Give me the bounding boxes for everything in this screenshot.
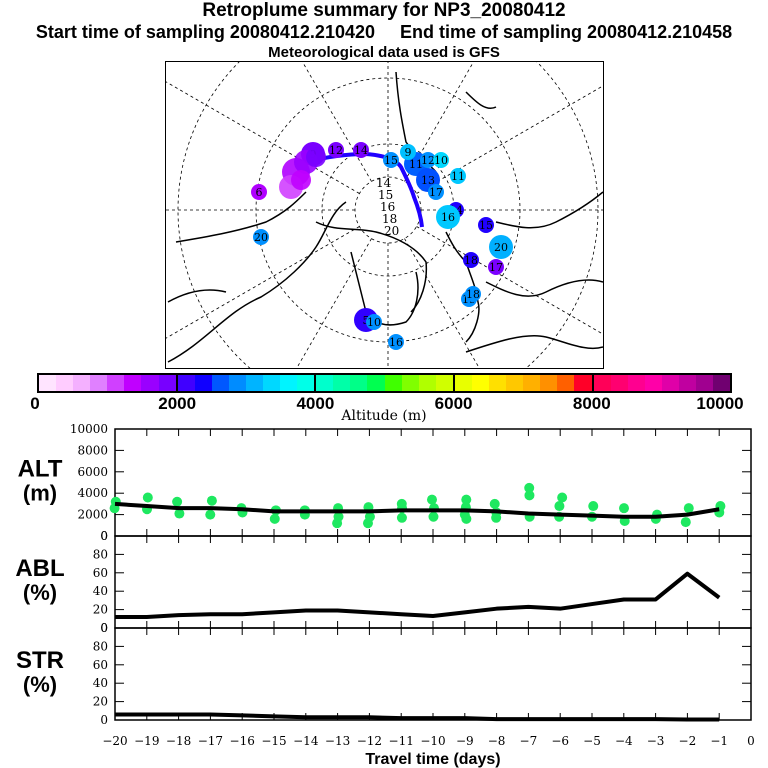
x-axis-label: Travel time (days) xyxy=(365,751,500,768)
x-tick-label: −6 xyxy=(551,734,569,748)
panel-abl: 0 20 40 60 80 0 ABL(%) xyxy=(15,529,751,635)
y-tick-label: 4000 xyxy=(77,486,108,500)
y-tick-label: 6000 xyxy=(77,465,108,479)
x-tick-label: −4 xyxy=(615,734,633,748)
x-tick-label: −12 xyxy=(357,734,382,748)
x-tick-label: −11 xyxy=(389,734,414,748)
time-series-charts: 0 2000 4000 6000 8000 10000 ALT(m) 0 20 40 60 80 0 AB… xyxy=(0,0,768,768)
scatter-point xyxy=(363,518,373,528)
scatter-point xyxy=(588,501,598,511)
scatter-point xyxy=(490,499,500,509)
scatter-point xyxy=(428,512,438,522)
scatter-point xyxy=(205,510,215,520)
y-axis-unit: (%) xyxy=(23,580,57,605)
scatter-point xyxy=(684,503,694,513)
panel-str: 0204060800STR(%)−20 −19 −18 −17 −16 −15 −14 −13… xyxy=(16,621,755,768)
x-tick-label: −19 xyxy=(134,734,159,748)
series-line xyxy=(115,714,719,719)
scatter-point xyxy=(554,501,564,511)
y-tick-label: 20 xyxy=(93,603,108,617)
x-tick-label: −20 xyxy=(102,734,127,748)
y-tick-label: 60 xyxy=(93,566,108,580)
series-line xyxy=(115,574,719,617)
panel-alt: 0 2000 4000 6000 8000 10000 ALT(m) xyxy=(18,422,751,543)
y-tick-label: 20 xyxy=(93,695,108,709)
y-axis-unit: (%) xyxy=(23,672,57,697)
y-tick-label: 40 xyxy=(93,676,108,690)
x-tick-label: −5 xyxy=(583,734,601,748)
y-tick-label: 2000 xyxy=(77,508,108,522)
scatter-point xyxy=(461,514,471,524)
scatter-point xyxy=(397,499,407,509)
y-tick-label: 8000 xyxy=(77,443,108,457)
x-tick-label: −14 xyxy=(293,734,319,748)
scatter-point xyxy=(557,492,567,502)
y-tick-label: 0 xyxy=(100,529,108,543)
y-axis-label: ABL xyxy=(15,555,64,582)
x-tick-label: −16 xyxy=(230,734,255,748)
y-axis-label: STR xyxy=(16,647,64,674)
x-tick-label: 0 xyxy=(747,734,755,748)
x-tick-label: −13 xyxy=(325,734,350,748)
scatter-point xyxy=(619,503,629,513)
x-tick-label: −1 xyxy=(710,734,728,748)
scatter-point xyxy=(427,495,437,505)
x-tick-label: −15 xyxy=(261,734,286,748)
x-tick-label: −17 xyxy=(198,734,223,748)
scatter-point xyxy=(397,513,407,523)
scatter-point xyxy=(207,496,217,506)
y-tick-label: 10000 xyxy=(70,422,108,436)
y-axis-unit: (m) xyxy=(23,481,57,506)
y-tick-label: 80 xyxy=(93,547,108,561)
y-tick-label: 80 xyxy=(93,639,108,653)
x-tick-label: −7 xyxy=(520,734,538,748)
y-tick-label: 60 xyxy=(93,658,108,672)
y-tick-label: 0 xyxy=(100,621,108,635)
scatter-point xyxy=(172,497,182,507)
x-tick-label: −9 xyxy=(456,734,474,748)
x-tick-label: −18 xyxy=(166,734,191,748)
scatter-point xyxy=(332,518,342,528)
scatter-point xyxy=(143,492,153,502)
x-tick-label: −8 xyxy=(488,734,506,748)
scatter-point xyxy=(681,517,691,527)
y-tick-label: 0 xyxy=(100,713,108,727)
x-tick-label: −3 xyxy=(647,734,665,748)
y-axis-label: ALT xyxy=(18,456,63,483)
y-tick-label: 40 xyxy=(93,584,108,598)
x-tick-label: −10 xyxy=(420,734,445,748)
scatter-point xyxy=(270,514,280,524)
scatter-point xyxy=(524,490,534,500)
scatter-point xyxy=(491,513,501,523)
plot-frame xyxy=(115,628,751,720)
x-tick-label: −2 xyxy=(679,734,697,748)
